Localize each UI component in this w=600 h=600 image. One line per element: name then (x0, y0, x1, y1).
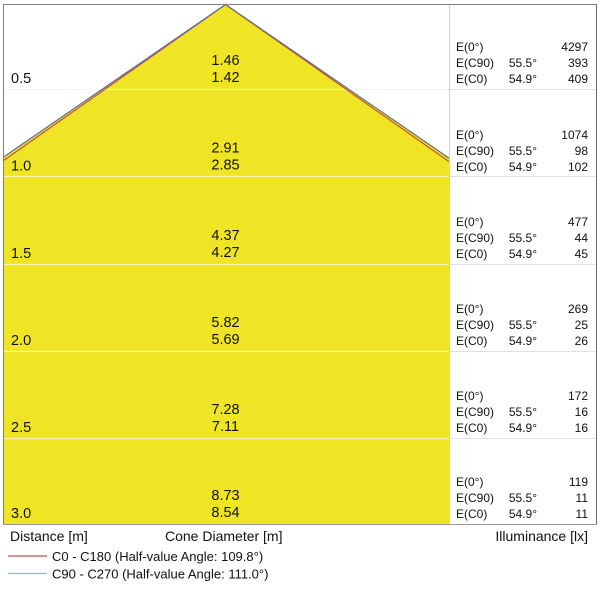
svg-text:11: 11 (576, 507, 589, 521)
svg-text:54.9°: 54.9° (509, 72, 537, 86)
svg-text:55.5°: 55.5° (509, 144, 537, 158)
svg-text:C90 - C270 (Half-value Angle:: C90 - C270 (Half-value Angle: 111.0°) (52, 567, 268, 582)
svg-text:26: 26 (575, 334, 589, 348)
svg-text:393: 393 (568, 56, 588, 70)
svg-text:4.27: 4.27 (211, 245, 239, 261)
svg-text:E(0°): E(0°) (456, 40, 483, 54)
svg-text:E(C0): E(C0) (456, 334, 487, 348)
svg-text:1074: 1074 (561, 128, 588, 142)
svg-text:Illuminance [lx]: Illuminance [lx] (495, 528, 588, 544)
svg-text:C0 - C180 (Half-value Angle: 1: C0 - C180 (Half-value Angle: 109.8°) (52, 549, 263, 564)
svg-text:8.54: 8.54 (211, 505, 239, 521)
svg-text:2.85: 2.85 (211, 158, 239, 174)
svg-text:5.69: 5.69 (211, 332, 239, 348)
svg-text:4.37: 4.37 (211, 228, 239, 244)
svg-text:E(C0): E(C0) (456, 160, 487, 174)
svg-text:55.5°: 55.5° (509, 231, 537, 245)
svg-text:2.5: 2.5 (11, 420, 31, 436)
svg-text:1.46: 1.46 (211, 53, 239, 69)
svg-text:E(C0): E(C0) (456, 72, 487, 86)
svg-text:E(C90): E(C90) (456, 405, 494, 419)
svg-text:7.28: 7.28 (211, 402, 239, 418)
svg-text:54.9°: 54.9° (509, 334, 537, 348)
svg-text:16: 16 (575, 421, 589, 435)
svg-text:98: 98 (575, 144, 589, 158)
svg-text:E(0°): E(0°) (456, 389, 483, 403)
svg-text:102: 102 (568, 160, 588, 174)
svg-text:54.9°: 54.9° (509, 160, 537, 174)
svg-text:119: 119 (569, 475, 588, 489)
svg-text:E(C90): E(C90) (456, 56, 494, 70)
svg-text:E(C0): E(C0) (456, 507, 487, 521)
svg-text:E(C90): E(C90) (456, 318, 494, 332)
svg-text:E(C90): E(C90) (456, 231, 494, 245)
svg-text:2.91: 2.91 (211, 141, 239, 157)
svg-text:269: 269 (568, 302, 588, 316)
svg-text:477: 477 (568, 215, 588, 229)
svg-text:54.9°: 54.9° (509, 507, 537, 521)
svg-text:3.0: 3.0 (11, 506, 31, 522)
svg-text:5.82: 5.82 (211, 315, 239, 331)
svg-text:4297: 4297 (561, 40, 588, 54)
svg-text:1.5: 1.5 (11, 246, 31, 262)
svg-text:7.11: 7.11 (212, 419, 239, 435)
svg-text:E(0°): E(0°) (456, 475, 483, 489)
svg-text:1.42: 1.42 (211, 70, 239, 86)
svg-text:11: 11 (576, 491, 589, 505)
svg-text:55.5°: 55.5° (509, 318, 537, 332)
svg-text:409: 409 (568, 72, 588, 86)
svg-text:55.5°: 55.5° (509, 491, 537, 505)
svg-text:8.73: 8.73 (211, 488, 239, 504)
svg-text:55.5°: 55.5° (509, 56, 537, 70)
svg-text:E(C0): E(C0) (456, 247, 487, 261)
svg-text:E(C90): E(C90) (456, 144, 494, 158)
svg-text:172: 172 (568, 389, 588, 403)
svg-text:E(C0): E(C0) (456, 421, 487, 435)
svg-text:44: 44 (575, 231, 589, 245)
svg-text:Distance [m]: Distance [m] (10, 528, 88, 544)
svg-text:54.9°: 54.9° (509, 421, 537, 435)
svg-text:0.5: 0.5 (11, 71, 31, 87)
svg-text:45: 45 (575, 247, 589, 261)
svg-text:16: 16 (575, 405, 589, 419)
svg-text:Cone Diameter [m]: Cone Diameter [m] (165, 528, 282, 544)
svg-text:2.0: 2.0 (11, 333, 31, 349)
svg-text:E(0°): E(0°) (456, 128, 483, 142)
svg-text:54.9°: 54.9° (509, 247, 537, 261)
svg-text:E(0°): E(0°) (456, 302, 483, 316)
svg-text:E(0°): E(0°) (456, 215, 483, 229)
svg-text:55.5°: 55.5° (509, 405, 537, 419)
svg-text:1.0: 1.0 (11, 159, 31, 175)
svg-text:E(C90): E(C90) (456, 491, 494, 505)
svg-text:25: 25 (575, 318, 589, 332)
